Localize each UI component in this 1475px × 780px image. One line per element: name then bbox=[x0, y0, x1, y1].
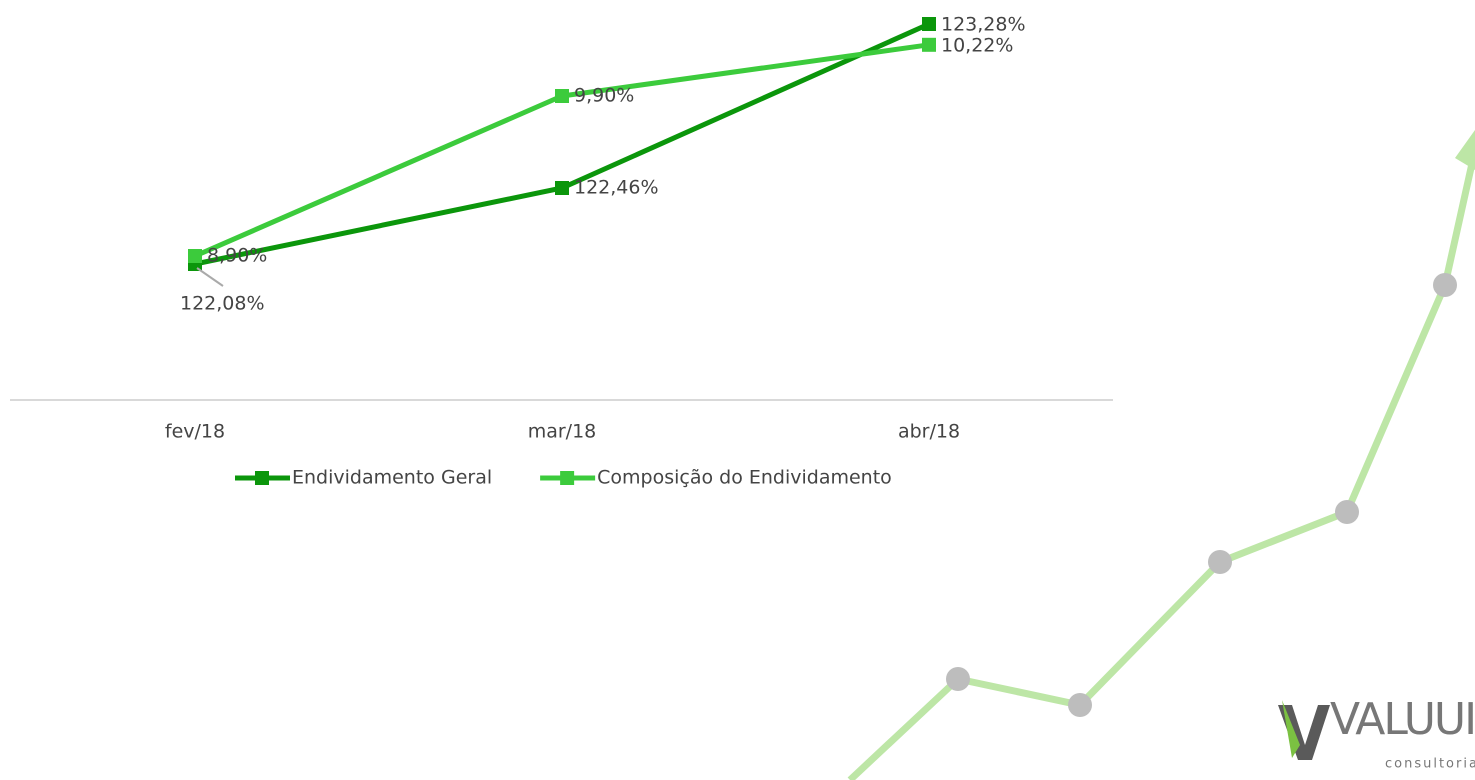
data-label: 10,22% bbox=[941, 34, 1013, 56]
series-line bbox=[194, 42, 930, 259]
legend-marker bbox=[560, 471, 575, 485]
marker bbox=[188, 249, 202, 263]
data-label: 9,90% bbox=[574, 85, 634, 107]
x-tick-label: mar/18 bbox=[528, 421, 597, 443]
legend-marker bbox=[255, 471, 269, 485]
legend-label: Composição do Endividamento bbox=[597, 467, 892, 489]
x-tick-label: fev/18 bbox=[165, 421, 225, 443]
x-tick-label: abr/18 bbox=[898, 421, 960, 443]
logo-tagline: consultoria bbox=[1385, 757, 1475, 772]
legend-label: Endividamento Geral bbox=[292, 467, 492, 489]
background-decoration bbox=[847, 130, 1475, 780]
logo: VALUUI consultoria bbox=[1278, 694, 1475, 772]
data-label: 122,08% bbox=[180, 293, 265, 315]
marker bbox=[555, 89, 569, 103]
marker bbox=[922, 37, 936, 52]
data-label: 8,90% bbox=[207, 245, 267, 267]
leader-line bbox=[196, 267, 224, 287]
marker bbox=[555, 181, 569, 195]
logo-name: VALUUI bbox=[1330, 694, 1475, 745]
data-label: 123,28% bbox=[941, 14, 1026, 36]
marker bbox=[922, 17, 936, 31]
data-label: 122,46% bbox=[574, 177, 659, 199]
